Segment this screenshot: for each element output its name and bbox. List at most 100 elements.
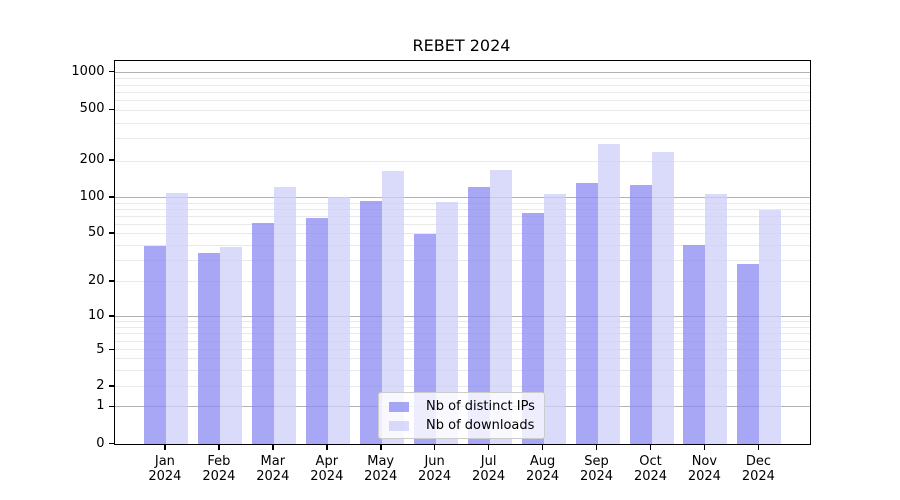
y-tick-label: 2 [96, 377, 105, 393]
bar-downloads [327, 197, 350, 444]
x-tick-label: Sep 2024 [579, 454, 614, 484]
x-tick-mark [433, 445, 436, 450]
y-tick-label: 1000 [71, 63, 105, 79]
x-tick-mark [541, 445, 544, 450]
bar-distinct-ips [575, 183, 598, 444]
bar-downloads [489, 170, 512, 444]
y-tick-mark [108, 442, 114, 445]
y-tick-label: 0 [96, 435, 105, 451]
x-tick-label: Nov 2024 [687, 454, 721, 484]
gridline [114, 358, 810, 360]
y-tick-label: 100 [79, 188, 105, 204]
bar-distinct-ips [305, 218, 328, 444]
y-tick-mark [108, 348, 114, 351]
y-tick-mark [108, 196, 114, 198]
x-tick-mark [272, 445, 274, 450]
gridline [114, 349, 810, 351]
x-tick-label: Aug 2024 [526, 454, 560, 484]
gridline [114, 340, 810, 342]
bar-downloads [381, 171, 404, 444]
x-tick-label: May 2024 [364, 454, 398, 484]
y-tick-mark [108, 385, 114, 387]
gridline [114, 84, 810, 86]
y-tick-label: 50 [87, 224, 105, 240]
gridline [114, 72, 810, 74]
y-tick-label: 20 [87, 272, 105, 288]
bar-downloads [543, 194, 566, 444]
x-tick-mark [218, 445, 220, 450]
bar-downloads [219, 247, 242, 444]
y-tick-mark [108, 405, 114, 408]
gridline [114, 78, 810, 80]
gridline [114, 91, 810, 93]
legend-label-distinct-ips: Nb of distinct IPs [426, 399, 535, 414]
x-tick-label: Jun 2024 [418, 454, 452, 484]
legend-label-downloads: Nb of downloads [426, 418, 535, 433]
bar-distinct-ips [683, 244, 706, 444]
gridline [114, 215, 810, 217]
x-tick-mark [164, 445, 166, 450]
legend: Nb of distinct IPs Nb of downloads [378, 392, 545, 439]
x-tick-label: Mar 2024 [256, 454, 290, 484]
y-tick-label: 10 [87, 308, 105, 323]
gridline [114, 100, 810, 102]
x-tick-label: Oct 2024 [633, 454, 668, 484]
y-tick-mark [108, 315, 114, 317]
plot-area [113, 60, 811, 445]
y-tick-mark [108, 108, 114, 111]
gridline [114, 233, 810, 235]
bar-distinct-ips [467, 187, 490, 444]
legend-item-downloads: Nb of downloads [389, 419, 534, 433]
x-tick-mark [703, 445, 706, 450]
bar-distinct-ips [521, 212, 544, 444]
gridline [114, 138, 810, 140]
x-tick-mark [757, 445, 760, 450]
bar-downloads [597, 144, 620, 444]
gridline [114, 316, 810, 317]
gridline [114, 160, 810, 162]
x-tick-label: Apr 2024 [310, 454, 344, 484]
x-tick-mark [595, 445, 598, 450]
gridline [114, 259, 810, 261]
gridline [114, 326, 810, 328]
x-tick-label: Feb 2024 [202, 454, 236, 484]
gridline [114, 202, 810, 204]
bar-distinct-ips [251, 223, 274, 444]
x-tick-mark [487, 445, 490, 450]
y-tick-mark [108, 280, 114, 282]
bar-downloads [435, 201, 458, 444]
gridline [114, 333, 810, 335]
gridline [114, 110, 810, 112]
legend-swatch-distinct-ips-icon [389, 402, 409, 412]
y-tick-label: 500 [79, 101, 105, 117]
y-tick-label: 1 [96, 398, 105, 414]
gridline [114, 244, 810, 246]
x-tick-label: Jul 2024 [472, 454, 506, 484]
y-tick-mark [108, 70, 114, 73]
bar-distinct-ips [413, 234, 436, 444]
x-tick-mark [326, 445, 328, 450]
y-tick-label: 200 [79, 152, 105, 167]
bar-downloads [273, 187, 296, 444]
legend-item-distinct-ips: Nb of distinct IPs [389, 399, 535, 414]
bar-distinct-ips [143, 245, 166, 444]
gridline [114, 208, 810, 210]
y-tick-label: 5 [96, 341, 105, 357]
chart-title: REBET 2024 [412, 36, 511, 55]
x-tick-label: Jan 2024 [148, 454, 182, 484]
bar-downloads [705, 194, 728, 444]
x-tick-label: Dec 2024 [741, 454, 775, 484]
bar-distinct-ips [197, 252, 220, 444]
x-tick-mark [380, 445, 382, 450]
y-tick-mark [108, 159, 114, 161]
bar-distinct-ips [359, 201, 382, 444]
bar-distinct-ips [737, 264, 760, 444]
gridline [114, 280, 810, 282]
legend-swatch-downloads-icon [389, 421, 409, 431]
bar-distinct-ips [629, 185, 652, 444]
y-tick-mark [108, 232, 114, 234]
gridline [114, 122, 810, 124]
bar-downloads [165, 192, 188, 444]
gridline [114, 197, 810, 199]
